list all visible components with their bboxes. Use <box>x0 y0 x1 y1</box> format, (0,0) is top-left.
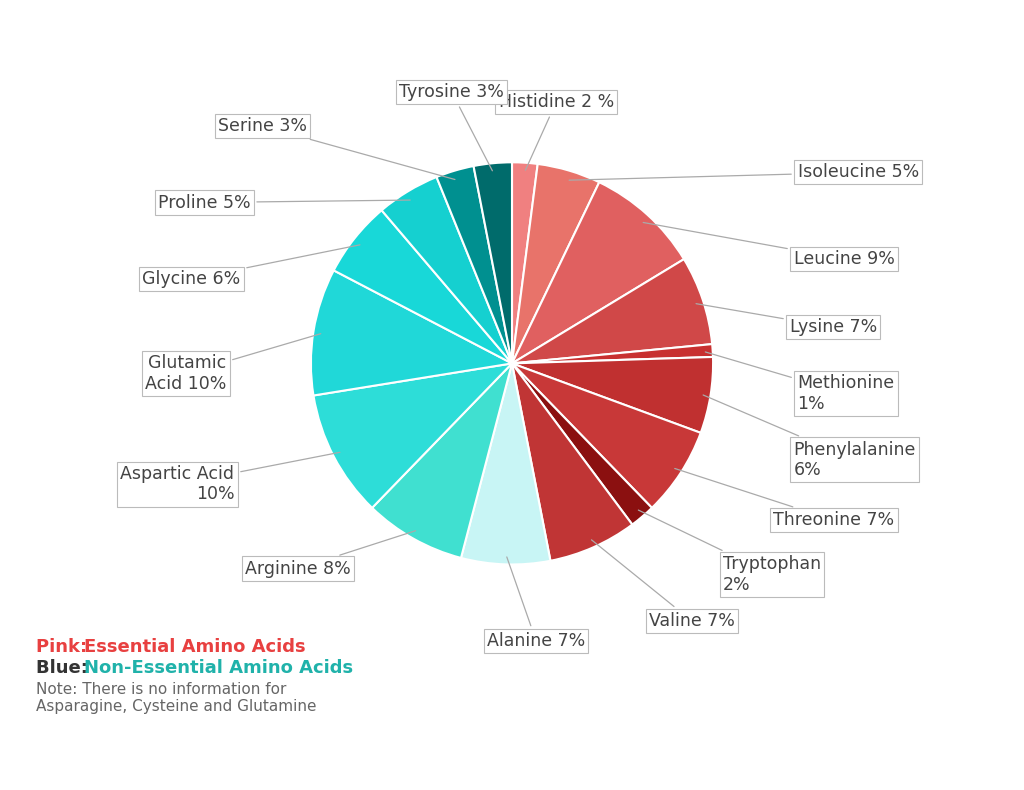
Text: Histidine 2 %: Histidine 2 % <box>499 93 613 170</box>
Wedge shape <box>313 363 512 508</box>
Text: Pink:: Pink: <box>36 638 93 656</box>
Text: Alanine 7%: Alanine 7% <box>487 557 586 650</box>
Text: Essential Amino Acids: Essential Amino Acids <box>84 638 305 656</box>
Wedge shape <box>461 363 551 565</box>
Text: Non-Essential Amino Acids: Non-Essential Amino Acids <box>84 659 353 677</box>
Text: Leucine 9%: Leucine 9% <box>643 223 894 268</box>
Text: Lysine 7%: Lysine 7% <box>696 303 877 337</box>
Text: Threonine 7%: Threonine 7% <box>675 468 895 529</box>
Wedge shape <box>473 162 512 363</box>
Text: Valine 7%: Valine 7% <box>592 540 734 630</box>
Text: Phenylalanine
6%: Phenylalanine 6% <box>703 395 915 480</box>
Wedge shape <box>512 357 713 433</box>
Text: Arginine 8%: Arginine 8% <box>246 531 416 577</box>
Text: Tryptophan
2%: Tryptophan 2% <box>638 510 821 594</box>
Text: Glutamic
Acid 10%: Glutamic Acid 10% <box>145 333 321 393</box>
Wedge shape <box>382 177 512 363</box>
Text: Isoleucine 5%: Isoleucine 5% <box>569 164 919 182</box>
Text: Aspartic Acid
10%: Aspartic Acid 10% <box>121 453 340 503</box>
Wedge shape <box>512 182 684 363</box>
Wedge shape <box>311 270 512 396</box>
Text: Blue:: Blue: <box>36 659 94 677</box>
Wedge shape <box>512 363 632 561</box>
Wedge shape <box>436 166 512 363</box>
Wedge shape <box>334 210 512 363</box>
Wedge shape <box>512 363 700 508</box>
Wedge shape <box>512 344 713 363</box>
Wedge shape <box>512 363 652 525</box>
Text: Glycine 6%: Glycine 6% <box>142 245 359 288</box>
Wedge shape <box>512 259 712 363</box>
Wedge shape <box>512 162 538 363</box>
Text: Methionine
1%: Methionine 1% <box>706 352 895 413</box>
Text: Tyrosine 3%: Tyrosine 3% <box>399 83 504 171</box>
Wedge shape <box>512 164 599 363</box>
Wedge shape <box>372 363 512 558</box>
Text: Serine 3%: Serine 3% <box>218 117 455 179</box>
Text: Note: There is no information for
Asparagine, Cysteine and Glutamine: Note: There is no information for Aspara… <box>36 682 316 714</box>
Text: Proline 5%: Proline 5% <box>158 194 411 212</box>
